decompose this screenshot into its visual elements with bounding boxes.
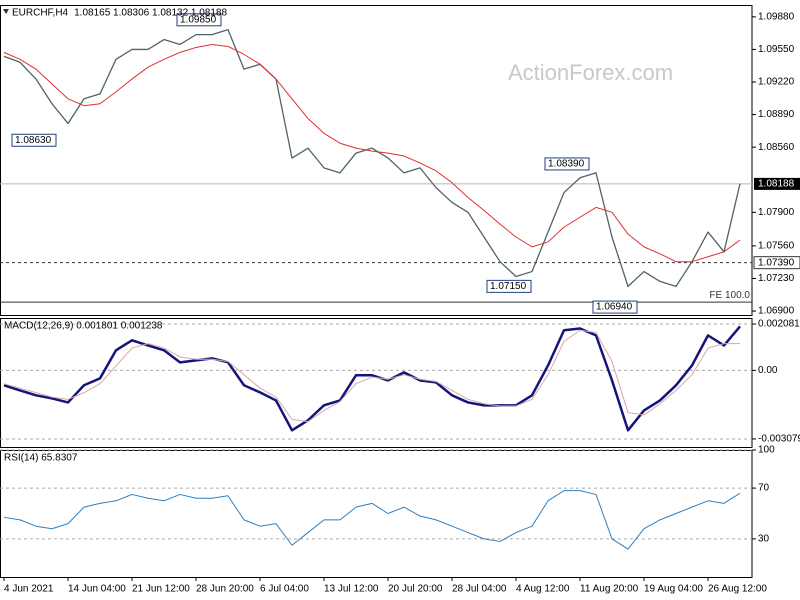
x-tick-label: 20 Jul 20:00 <box>388 584 443 595</box>
current-price-box <box>754 177 800 190</box>
level-label: 1.07390 <box>758 257 795 268</box>
y-tick-label: 1.07230 <box>758 273 795 284</box>
y-tick-label: 1.08560 <box>758 142 795 153</box>
y-tick-label: 1.07900 <box>758 207 795 218</box>
x-tick-label: 13 Jul 12:00 <box>324 584 379 595</box>
panel-frame <box>0 450 753 578</box>
y-tick-label: 1.09880 <box>758 11 795 22</box>
y-tick-label: 70 <box>758 483 770 494</box>
price-annotation-box <box>486 279 532 293</box>
current-price-label: 1.08188 <box>758 179 795 190</box>
y-tick-label: 0.002081 <box>758 319 800 330</box>
price-annotation: 1.06940 <box>596 302 633 313</box>
fe-label: FE 100.0 <box>709 290 750 301</box>
x-tick-label: 19 Aug 04:00 <box>644 584 703 595</box>
x-tick-label: 28 Jul 04:00 <box>452 584 507 595</box>
price-annotation: 1.08390 <box>548 159 585 170</box>
panel-title: RSI(14) 65.8307 <box>4 453 78 464</box>
y-tick-label: 1.07560 <box>758 241 795 252</box>
x-tick-label: 26 Aug 12:00 <box>708 584 767 595</box>
y-tick-label: 1.09550 <box>758 44 795 55</box>
y-tick-label: 1.09220 <box>758 77 795 88</box>
y-tick-label: 0.00 <box>758 365 778 376</box>
panel-subtitle: 1.08165 1.08306 1.08132 1.08188 <box>74 8 227 19</box>
y-tick-label: 100 <box>758 445 775 456</box>
price-annotation-box <box>176 13 222 27</box>
price-annotation: 1.09850 <box>180 14 217 25</box>
level-box <box>753 256 800 270</box>
y-tick-label: 1.08890 <box>758 109 795 120</box>
series-line <box>3 490 741 550</box>
panel-frame <box>0 318 753 448</box>
series-line <box>3 29 741 288</box>
title-icon <box>3 9 9 14</box>
panel-frame <box>0 5 753 316</box>
watermark: ActionForex.com <box>508 60 673 85</box>
price-annotation: 1.07150 <box>490 281 527 292</box>
x-tick-label: 21 Jun 12:00 <box>132 584 190 595</box>
x-tick-label: 4 Aug 12:00 <box>516 584 570 595</box>
price-annotation-box <box>592 300 638 314</box>
x-tick-label: 4 Jun 2021 <box>4 584 54 595</box>
price-annotation-box <box>544 157 590 171</box>
panel-title: EURCHF,H4 <box>12 8 69 19</box>
series-line <box>3 325 741 432</box>
panel-title: MACD(12,26,9) 0.001801 0.001238 <box>4 321 163 332</box>
x-tick-label: 11 Aug 20:00 <box>580 584 639 595</box>
series-line <box>3 43 741 263</box>
x-tick-label: 14 Jun 04:00 <box>68 584 126 595</box>
series-line <box>3 329 740 423</box>
price-annotation: 1.08630 <box>15 135 52 146</box>
x-tick-label: 6 Jul 04:00 <box>260 584 309 595</box>
y-tick-label: -0.003079 <box>758 434 800 445</box>
y-tick-label: 1.06900 <box>758 306 795 317</box>
price-annotation-box <box>11 133 57 147</box>
y-tick-label: 30 <box>758 534 770 545</box>
x-tick-label: 28 Jun 20:00 <box>196 584 254 595</box>
